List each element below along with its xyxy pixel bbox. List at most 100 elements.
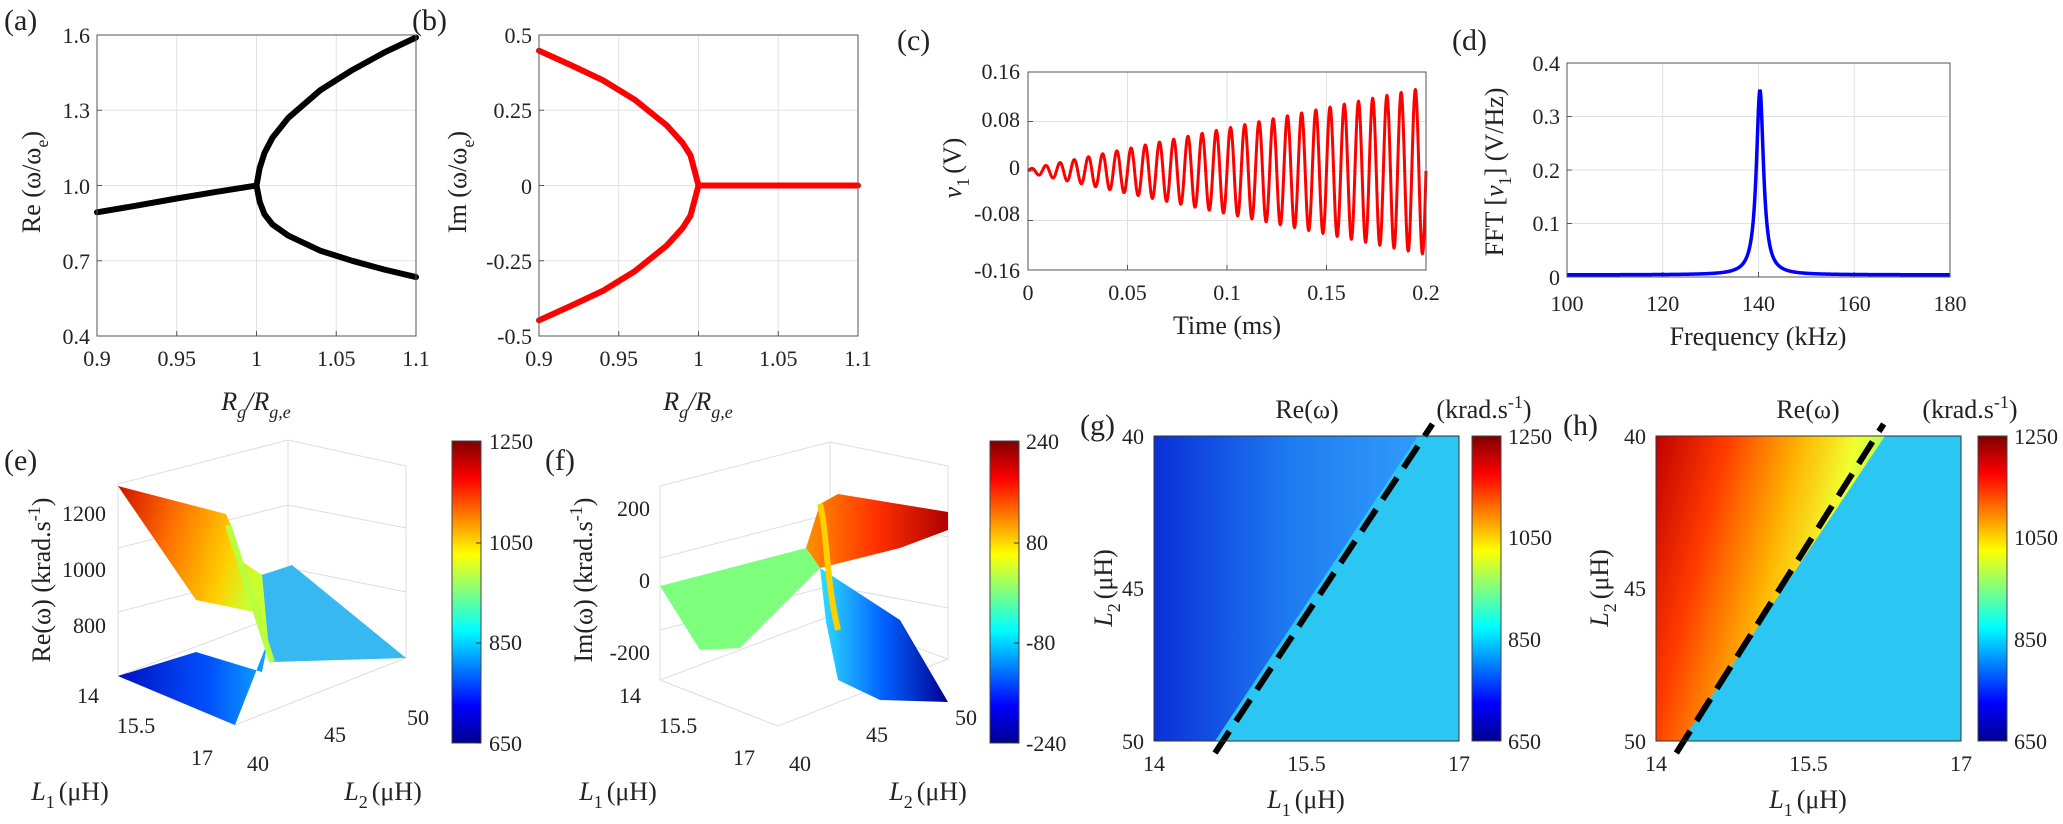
g-ylabel: L2(μH)	[1089, 549, 1124, 628]
f-xtick-2: 17	[733, 745, 755, 770]
panel-label-f: (f)	[545, 444, 575, 477]
d-xtick-0: 100	[1551, 291, 1584, 316]
f-surface-ridge	[817, 503, 841, 631]
g-axes-box	[1153, 435, 1460, 742]
c-xtick-3: 0.15	[1307, 280, 1346, 305]
g-colorbar	[1471, 435, 1502, 742]
e-xtick-2: 17	[191, 745, 213, 770]
b-xtick-2: 1	[693, 346, 704, 371]
b-ytick-3: 0.25	[494, 98, 533, 123]
panel-label-c: (c)	[897, 24, 930, 57]
e-colorbar	[451, 440, 482, 744]
e-ztick-1: 1000	[62, 557, 106, 582]
b-ytick-0: -0.5	[497, 324, 532, 349]
f-ztick-0: -200	[610, 640, 650, 665]
f-cbtick-2: 80	[1026, 530, 1048, 555]
h-unit-label: (krad.s-1)	[1922, 392, 2017, 424]
e-ytick-1: 45	[324, 722, 346, 747]
e-zlabel: Re(ω) (krad.s-1)	[24, 498, 56, 663]
g-title: Re(ω)	[1275, 395, 1338, 424]
f-cbtick-0: -240	[1026, 731, 1066, 756]
e-cbtick-3: 1250	[489, 429, 533, 454]
chart-b: 0.9 0.95 1 1.05 1.1 -0.5 -0.25 0 0.25 0.…	[443, 23, 872, 422]
a-xtick-4: 1.1	[402, 346, 430, 371]
a-series-2	[253, 182, 419, 281]
e-cbtick-1: 850	[489, 630, 522, 655]
a-ytick-0: 0.4	[63, 324, 91, 349]
g-xtick-1: 15.5	[1287, 751, 1326, 776]
e-ztick-0: 800	[73, 613, 106, 638]
a-ytick-3: 1.3	[63, 98, 91, 123]
b-ytick-2: 0	[521, 174, 532, 199]
h-ytick-1: 45	[1624, 576, 1646, 601]
h-threshold-line	[1673, 422, 1887, 755]
f-colorbar	[989, 440, 1020, 744]
b-xlabel: Rg/Rg,e	[662, 387, 733, 422]
g-xlabel: L1 (μH)	[1266, 785, 1345, 820]
d-ytick-0: 0	[1549, 265, 1560, 290]
c-ytick-4: 0.16	[982, 59, 1021, 84]
c-xlabel: Time (ms)	[1173, 311, 1281, 340]
g-ytick-0: 40	[1122, 424, 1144, 449]
d-xtick-2: 140	[1742, 291, 1775, 316]
c-xtick-2: 0.1	[1213, 280, 1241, 305]
h-colorbar	[1977, 435, 2008, 742]
g-ytick-2: 50	[1122, 729, 1144, 754]
g-xtick-0: 14	[1143, 751, 1165, 776]
f-ylabel: L2 (μH)	[888, 777, 967, 812]
b-ytick-1: -0.25	[486, 249, 532, 274]
g-heatmap-right	[1215, 436, 1459, 741]
h-cbtick-0: 650	[2014, 729, 2047, 754]
a-ylabel: Re (ω/ωe)	[17, 131, 52, 233]
b-ytick-4: 0.5	[505, 23, 533, 48]
h-cbtick-2: 1050	[2014, 525, 2058, 550]
b-series-1	[536, 182, 702, 324]
g-cbtick-2: 1050	[1508, 525, 1552, 550]
h-axes-box	[1655, 435, 1962, 742]
g-ytick-1: 45	[1122, 576, 1144, 601]
a-ytick-2: 1.0	[63, 174, 91, 199]
a-series-1	[253, 34, 419, 189]
chart-f: -200 0 200 14 15.5 17 40 45 50 Im(ω) (kr…	[566, 429, 1066, 812]
f-xtick-0: 14	[619, 683, 641, 708]
panel-label-g: (g)	[1080, 409, 1115, 442]
f-surface-lower	[820, 568, 948, 702]
e-surface-ridge	[225, 524, 275, 663]
e-cbtick-0: 650	[489, 731, 522, 756]
e-ztick-2: 1200	[62, 501, 106, 526]
g-cbtick-3: 1250	[1508, 424, 1552, 449]
chart-e: 800 1000 1200 14 15.5 17 40 45 50 Re(ω) …	[24, 429, 533, 812]
d-ytick-2: 0.2	[1533, 158, 1561, 183]
e-ylabel: L2 (μH)	[343, 777, 422, 812]
a-series-0	[94, 182, 260, 216]
c-ylabel: v1(V)	[938, 138, 973, 199]
f-ztick-2: 200	[617, 496, 650, 521]
b-xtick-1: 0.95	[600, 346, 639, 371]
d-ytick-4: 0.4	[1533, 51, 1561, 76]
chart-c: 0 0.05 0.1 0.15 0.2 -0.16 -0.08 0 0.08 0…	[938, 59, 1440, 340]
c-ytick-2: 0	[1009, 155, 1020, 180]
g-cbtick-0: 650	[1508, 729, 1541, 754]
h-xtick-1: 15.5	[1789, 751, 1828, 776]
a-xtick-1: 0.95	[158, 346, 197, 371]
g-unit-label: (krad.s-1)	[1436, 392, 1531, 424]
d-series-0	[1567, 89, 1950, 277]
d-xtick-4: 180	[1934, 291, 1967, 316]
h-heatmap-right	[1682, 436, 1961, 741]
h-ytick-2: 50	[1624, 729, 1646, 754]
e-surface-lower	[118, 641, 268, 725]
e-cbtick-2: 1050	[489, 530, 533, 555]
e-xlabel: L1 (μH)	[30, 777, 109, 812]
c-xtick-0: 0	[1023, 280, 1034, 305]
f-xlabel: L1 (μH)	[578, 777, 657, 812]
c-xtick-1: 0.05	[1108, 280, 1147, 305]
f-cbtick-1: -80	[1026, 630, 1055, 655]
h-cbtick-1: 850	[2014, 627, 2047, 652]
e-surface-upper	[118, 486, 268, 641]
h-xlabel: L1 (μH)	[1768, 785, 1847, 820]
d-xtick-3: 160	[1838, 291, 1871, 316]
h-xtick-2: 17	[1950, 751, 1972, 776]
d-ytick-3: 0.3	[1533, 104, 1561, 129]
b-ylabel: Im (ω/ωe)	[443, 131, 478, 233]
f-xtick-1: 15.5	[659, 713, 698, 738]
